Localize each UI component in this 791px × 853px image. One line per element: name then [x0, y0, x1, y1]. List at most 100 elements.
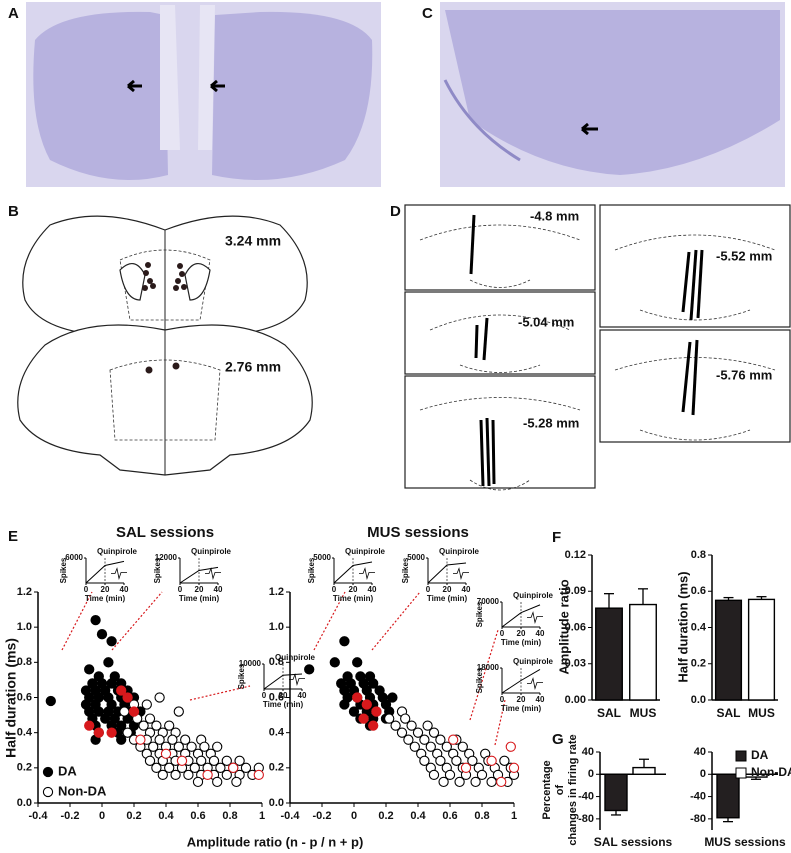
- data-point: [90, 614, 101, 626]
- data-point: [176, 755, 188, 766]
- legend-swatch: [735, 750, 747, 762]
- data-line: [179, 566, 219, 584]
- legend-label: Non-DA: [751, 765, 791, 779]
- bar: [604, 773, 628, 812]
- x-tick-label: SAL: [717, 706, 741, 720]
- y-tick-label: 0.09: [565, 585, 586, 597]
- panel-label: G: [552, 731, 564, 748]
- data-point: [148, 741, 159, 752]
- data-point: [96, 629, 108, 640]
- x-tick-label: 40: [462, 585, 471, 594]
- y-tick-label: 0.6: [17, 691, 32, 703]
- y-axis-label: Spikes: [59, 557, 68, 583]
- data-point: [505, 741, 516, 752]
- data-point: [231, 776, 242, 788]
- y-tick-label: 0.00: [565, 694, 586, 706]
- panel-label: D: [390, 203, 401, 220]
- data-point: [212, 776, 223, 788]
- atlas-b: [17, 215, 313, 476]
- x-tick-label: 0: [262, 691, 267, 700]
- x-tick-label: 40: [298, 691, 307, 700]
- bar: [716, 773, 740, 819]
- y-tick-label: 0.6: [691, 585, 706, 597]
- y-tick-label: 0.2: [269, 762, 284, 774]
- data-point: [106, 727, 117, 738]
- data-point: [93, 727, 104, 738]
- data-point: [425, 741, 436, 752]
- y-tick-label: 0.8: [17, 656, 32, 668]
- bar: [629, 603, 657, 701]
- data-point: [173, 706, 184, 717]
- data-point: [128, 706, 140, 717]
- data-point: [371, 706, 382, 717]
- data-point: [221, 769, 232, 781]
- y-tick-label: 1.2: [17, 586, 32, 598]
- x-tick-label: MUS: [630, 706, 657, 720]
- data-point: [348, 706, 360, 717]
- waveform-icon: [289, 673, 305, 687]
- data-point: [368, 720, 379, 731]
- data-point: [358, 713, 369, 724]
- y-tick-label: 0.06: [565, 621, 586, 633]
- y-tick-label: 0.8: [269, 656, 284, 668]
- x-tick-label: 0: [500, 695, 505, 704]
- y-axis-label: Spikes: [401, 557, 410, 583]
- x-axis-label: Time (min): [501, 704, 542, 713]
- bar: [714, 599, 743, 701]
- x-tick-label: 0.2: [378, 810, 393, 822]
- legend-label: Non-DA: [58, 783, 107, 798]
- x-tick-label: SAL: [597, 706, 621, 720]
- x-tick-label: 0: [99, 810, 105, 822]
- data-point: [435, 755, 446, 766]
- x-tick-label: 20: [517, 695, 526, 704]
- data-point: [122, 727, 133, 738]
- data-point: [435, 734, 446, 745]
- y-tick-label: 40: [582, 746, 594, 758]
- x-tick-label: 0.4: [158, 810, 174, 822]
- y-tick-label: -40: [578, 790, 594, 802]
- data-line: [427, 562, 467, 584]
- data-point: [339, 699, 350, 710]
- waveform-icon: [453, 567, 469, 581]
- section-level: -4.8 mm: [530, 208, 579, 223]
- data-point: [157, 769, 168, 781]
- data-point: [384, 713, 395, 724]
- y-tick-label: 1.2: [269, 586, 284, 598]
- legend-marker: [42, 766, 54, 778]
- x-tick-label: 20: [349, 585, 358, 594]
- legend-label: DA: [58, 763, 77, 778]
- data-point: [476, 769, 488, 781]
- data-point: [164, 762, 175, 773]
- data-point: [428, 727, 440, 738]
- y-axis-label: Spikes: [307, 557, 316, 583]
- x-tick-label: 0.8: [222, 810, 237, 822]
- y-axis-label: Amplitude ratio: [556, 579, 571, 674]
- data-point: [116, 685, 127, 696]
- x-tick-label: -0.4: [29, 810, 49, 822]
- data-point: [154, 734, 165, 745]
- x-tick-label: 0: [178, 585, 183, 594]
- data-point: [135, 734, 146, 745]
- data-point: [499, 755, 510, 766]
- y-axis-label: Spikes: [237, 663, 246, 689]
- waveform-icon: [205, 567, 221, 581]
- x-tick-label: 40: [368, 585, 377, 594]
- panel-label: C: [422, 5, 433, 22]
- data-point: [116, 734, 127, 745]
- bar: [595, 607, 623, 701]
- data-point: [451, 755, 462, 766]
- data-point: [240, 762, 252, 773]
- data-line: [263, 673, 303, 690]
- histology-a: [26, 2, 381, 187]
- x-tick-label: 0: [84, 585, 89, 594]
- section-level: -5.76 mm: [716, 367, 772, 382]
- data-point: [141, 699, 152, 710]
- y-axis-label: Spikes: [475, 667, 484, 693]
- x-tick-label: 0: [332, 585, 337, 594]
- inset-title: Quinpirole: [345, 547, 386, 556]
- data-point: [470, 776, 481, 788]
- data-point: [457, 741, 468, 752]
- panel-label: F: [552, 529, 561, 546]
- x-tick-label: MUS: [748, 706, 775, 720]
